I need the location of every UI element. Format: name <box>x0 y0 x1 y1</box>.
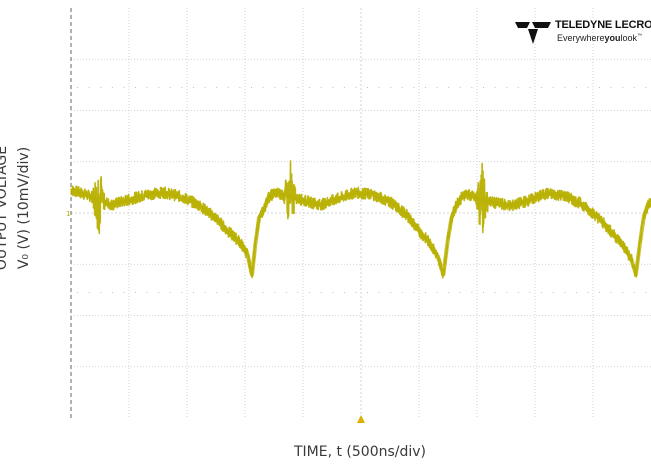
trigger-marker <box>357 415 365 423</box>
y-axis-label-line2: V₀ (V) (10mV/div) <box>16 146 32 270</box>
trace-envelope <box>70 188 651 277</box>
logo-tagline: Everywhereyoulook™ <box>557 33 643 43</box>
y-axis-label-line1: OUTPUT VOLTAGE <box>0 145 10 271</box>
trace-line <box>70 160 651 279</box>
logo-brand: TELEDYNE LECROY <box>555 19 651 31</box>
trace-layer <box>70 160 651 279</box>
teledyne-lecroy-logo: TELEDYNE LECROY Everywhereyoulook™ <box>515 18 651 48</box>
markers: 1 <box>66 210 365 423</box>
teledyne-logo-mark-icon <box>515 22 551 44</box>
y-axis-label: OUTPUT VOLTAGE V₀ (V) (10mV/div) <box>0 60 42 360</box>
x-axis-label: TIME, t (500ns/div) <box>293 444 427 460</box>
grid <box>70 8 651 418</box>
ground-marker-label: 1 <box>66 210 70 218</box>
